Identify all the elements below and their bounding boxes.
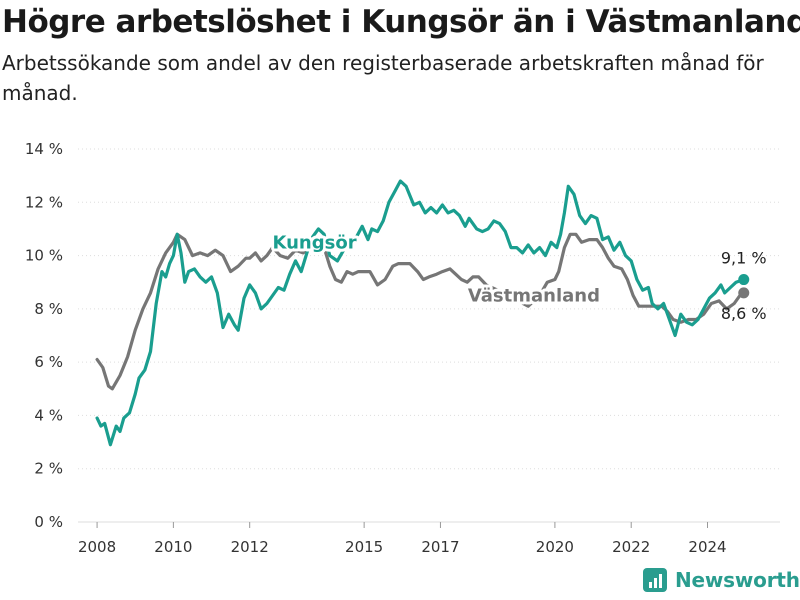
end-point-marker xyxy=(738,287,750,299)
x-tick-label: 2022 xyxy=(612,538,650,556)
y-tick-label: 12 % xyxy=(25,193,63,211)
x-tick-label: 2024 xyxy=(688,538,726,556)
y-tick-label: 10 % xyxy=(25,247,63,265)
x-tick-label: 2017 xyxy=(421,538,459,556)
newsworthy-logo: Newsworthy xyxy=(643,568,800,592)
end-point-marker xyxy=(738,274,750,286)
y-tick-label: 14 % xyxy=(25,140,63,158)
end-value-label: 8,6 % xyxy=(721,304,767,323)
y-tick-label: 6 % xyxy=(34,353,63,371)
series-line-vastmanland xyxy=(95,232,746,391)
end-value-label: 9,1 % xyxy=(721,249,767,268)
x-tick-label: 2008 xyxy=(78,538,116,556)
chart-subtitle: Arbetssökande som andel av den registerb… xyxy=(2,51,764,105)
series-line-kungsor xyxy=(95,179,746,447)
x-tick-label: 2012 xyxy=(231,538,269,556)
y-tick-label: 8 % xyxy=(34,300,63,318)
x-tick-label: 2020 xyxy=(536,538,574,556)
x-tick-label: 2010 xyxy=(154,538,192,556)
series-label-halo: Västmanland xyxy=(468,286,600,307)
series-label-halo: Kungsör xyxy=(272,232,356,253)
brand-name: Newsworthy xyxy=(675,568,800,592)
bar-chart-icon xyxy=(643,568,667,592)
series-label: Västmanland xyxy=(468,286,600,307)
series-label: Kungsör xyxy=(272,232,356,253)
x-tick-label: 2015 xyxy=(345,538,383,556)
y-tick-label: 0 % xyxy=(34,513,63,531)
chart-title: Högre arbetslöshet i Kungsör än i Västma… xyxy=(2,4,800,40)
y-tick-label: 2 % xyxy=(34,460,63,478)
y-tick-label: 4 % xyxy=(34,406,63,424)
